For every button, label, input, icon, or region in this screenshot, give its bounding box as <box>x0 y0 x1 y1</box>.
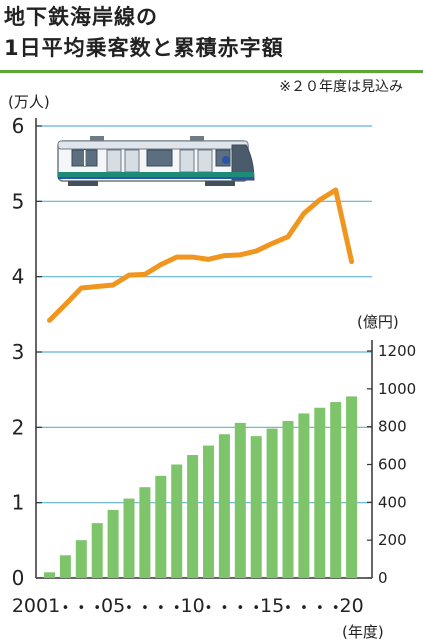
chart-title: 地下鉄海岸線の 1日平均乗客数と累積赤字額 <box>4 2 284 64</box>
right-axis-label: (億円) <box>357 313 399 331</box>
deficit-bar <box>298 413 310 578</box>
x-tick-dot: • <box>252 601 260 616</box>
deficit-bar <box>91 523 103 578</box>
passenger-line <box>47 187 355 323</box>
x-tick-dot: • <box>157 601 165 616</box>
deficit-bar <box>171 464 183 578</box>
right-tick-label: 600 <box>378 456 407 474</box>
left-tick-label: 5 <box>12 189 25 213</box>
x-tick-dot: • <box>332 601 340 616</box>
right-tick-label: 0 <box>378 569 388 587</box>
x-tick-dot: • <box>141 601 149 616</box>
x-tick-dot: • <box>173 601 181 616</box>
estimate-note: ※２０年度は見込み <box>279 79 403 95</box>
deficit-bar <box>155 475 167 578</box>
deficit-bar <box>330 402 342 578</box>
deficit-bar <box>218 434 230 578</box>
deficit-bar <box>44 572 55 578</box>
x-tick-label: 2001 <box>12 595 60 617</box>
passenger-line-series <box>47 187 355 323</box>
x-tick-label: 10 <box>181 595 205 617</box>
right-tick-label: 1200 <box>378 342 416 360</box>
right-tick-label: 400 <box>378 493 407 511</box>
left-tick-label: 4 <box>12 265 25 289</box>
left-tick-label: 3 <box>12 340 25 364</box>
deficit-bar <box>75 540 87 578</box>
x-tick-dot: • <box>205 601 213 616</box>
deficit-bar <box>139 487 151 578</box>
x-tick-dot: • <box>316 601 324 616</box>
deficit-bar <box>282 420 294 578</box>
x-tick-dot: • <box>125 601 133 616</box>
left-tick-label: 2 <box>12 415 25 439</box>
x-tick-label: 05 <box>101 595 125 617</box>
deficit-bar <box>314 407 326 578</box>
chart-title-line1: 地下鉄海岸線の <box>4 5 158 29</box>
x-tick-dot: • <box>77 601 85 616</box>
deficit-bar <box>346 396 358 578</box>
left-tick-label: 6 <box>12 114 25 138</box>
right-tick-label: 800 <box>378 418 407 436</box>
deficit-bars <box>44 396 358 578</box>
train-illustration <box>57 136 255 186</box>
title-underline <box>0 70 423 73</box>
deficit-bar <box>203 445 214 578</box>
deficit-bar <box>266 428 278 578</box>
right-tick-label: 200 <box>378 531 407 549</box>
left-axis-label: (万人) <box>8 93 50 111</box>
deficit-bar <box>123 498 135 578</box>
deficit-bar <box>250 436 262 578</box>
deficit-bar <box>234 422 246 578</box>
x-tick-dot: • <box>300 601 308 616</box>
x-axis-label: (年度) <box>342 623 384 640</box>
x-tick-dot: • <box>62 601 70 616</box>
left-tick-label: 1 <box>12 491 25 515</box>
x-tick-dot: • <box>93 601 101 616</box>
right-tick-label: 1000 <box>378 380 416 398</box>
x-tick-label: 15 <box>260 595 284 617</box>
deficit-bar <box>59 555 71 578</box>
deficit-bar <box>187 455 199 578</box>
left-tick-label: 0 <box>12 566 25 590</box>
chart-title-line2: 1日平均乗客数と累積赤字額 <box>4 36 284 60</box>
x-tick-dot: • <box>236 601 244 616</box>
deficit-bar <box>107 509 119 578</box>
x-tick-dot: • <box>221 601 229 616</box>
x-tick-label: 20 <box>340 595 364 617</box>
x-tick-dot: • <box>284 601 292 616</box>
